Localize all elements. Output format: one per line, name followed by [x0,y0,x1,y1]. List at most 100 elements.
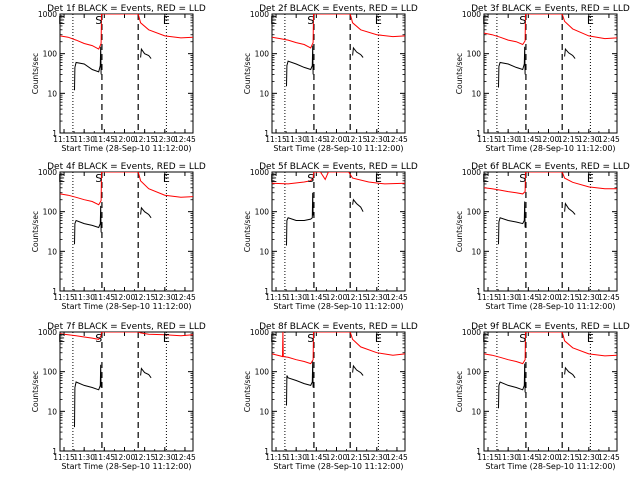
x-tick-label: 12:15 [134,453,156,462]
x-tick-label: 12:45 [598,135,620,144]
y-tick-label: 100 [43,50,58,59]
y-tick-label: 1000 [38,328,57,337]
y-tick-label: 10 [471,407,481,416]
y-axis-label: Counts/sec [31,371,40,412]
y-tick-label: 100 [255,50,270,59]
y-tick-label: 100 [255,368,270,377]
x-tick-label: 11:30 [73,135,95,144]
chart-title: Det 5f BLACK = Events, RED = LLD [259,162,418,172]
chart-panel-7: Det 7f BLACK = Events, RED = LLD 1 10 100 10… [31,322,206,471]
plot-frame [59,171,194,292]
event-marker-label: S [95,172,102,185]
event-marker-label: E [58,172,65,185]
x-tick-label: 11:30 [73,293,95,302]
x-tick-label: 12:00 [538,135,560,144]
event-marker-label: E [587,172,594,185]
events-series-line [498,46,526,88]
x-tick-label: 11:45 [518,135,540,144]
x-tick-label: 11:45 [94,135,116,144]
y-axis-label: Counts/sec [243,211,252,252]
event-marker-label: E [482,172,489,185]
y-tick-label: 1000 [38,10,57,19]
y-tick-label: 1000 [462,10,481,19]
plot-frame [271,13,406,134]
event-marker-label: E [375,332,382,345]
y-axis-label: Counts/sec [243,371,252,412]
event-marker-label: S [307,332,314,345]
plot-frame [59,331,194,452]
events-series-line [564,47,576,59]
event-marker-label: E [375,172,382,185]
x-tick-label: 11:30 [73,453,95,462]
x-tick-label: 11:15 [53,293,75,302]
x-axis-label: Start Time (28-Sep-10 11:12:00) [273,302,403,311]
plot-frame [271,171,406,292]
x-tick-label: 12:30 [578,293,600,302]
chart-panel-6: Det 6f BLACK = Events, RED = LLD 1 10 100 10… [455,162,630,311]
x-tick-label: 12:45 [174,135,196,144]
y-tick-label: 1 [264,287,269,296]
y-axis-label: Counts/sec [455,211,464,252]
y-tick-label: 1 [52,287,57,296]
lld-series-line [60,332,193,340]
events-series-line [74,364,102,428]
event-marker-label: E [270,332,277,345]
y-tick-label: 1000 [250,168,269,177]
chart-title: Det 9f BLACK = Events, RED = LLD [471,322,630,332]
plot-area [484,332,617,451]
x-tick-label: 11:15 [265,453,287,462]
x-tick-label: 11:15 [477,293,499,302]
y-axis-label: Counts/sec [455,53,464,94]
x-tick-label: 11:30 [497,293,519,302]
events-series-line [74,205,102,245]
x-tick-label: 11:15 [265,135,287,144]
y-axis-label: Counts/sec [31,53,40,94]
lld-series-line [60,14,193,50]
event-marker-label: E [58,332,65,345]
x-tick-label: 11:45 [518,453,540,462]
x-tick-label: 11:30 [497,135,519,144]
event-marker-label: S [95,14,102,27]
x-tick-label: 11:30 [285,293,307,302]
events-series-line [140,206,152,219]
y-tick-label: 100 [43,368,58,377]
x-tick-label: 11:45 [518,293,540,302]
x-tick-label: 12:45 [174,293,196,302]
x-tick-label: 11:15 [53,135,75,144]
x-tick-label: 12:30 [366,453,388,462]
x-tick-label: 12:00 [114,135,136,144]
x-tick-label: 12:30 [154,293,176,302]
chart-panel-3: Det 3f BLACK = Events, RED = LLD 1 10 100 10… [455,4,630,153]
x-axis-label: Start Time (28-Sep-10 11:12:00) [61,302,191,311]
lld-series-line [60,172,193,206]
lld-series-line [484,172,617,195]
x-tick-label: 12:15 [346,453,368,462]
events-series-line [352,364,364,376]
plot-area [60,332,193,451]
x-tick-label: 12:45 [598,293,620,302]
event-marker-label: E [587,332,594,345]
plot-area [60,14,193,133]
y-tick-label: 1000 [38,168,57,177]
plot-area [272,172,405,291]
event-marker-label: S [519,332,526,345]
x-tick-label: 12:30 [366,293,388,302]
chart-title: Det 7f BLACK = Events, RED = LLD [47,322,206,332]
plot-frame [59,13,194,134]
y-tick-label: 100 [43,208,58,217]
lld-series-line [272,332,405,365]
x-tick-label: 12:15 [346,293,368,302]
event-marker-label: E [482,332,489,345]
events-series-line [352,46,364,58]
x-axis-label: Start Time (28-Sep-10 11:12:00) [61,462,191,471]
events-series-line [498,201,526,245]
y-axis-label: Counts/sec [31,211,40,252]
x-tick-label: 12:30 [154,135,176,144]
chart-title: Det 4f BLACK = Events, RED = LLD [47,162,206,172]
x-axis-label: Start Time (28-Sep-10 11:12:00) [61,144,191,153]
event-marker-label: S [307,172,314,185]
plot-area [272,332,405,451]
y-tick-label: 100 [467,368,482,377]
x-tick-label: 11:45 [306,453,328,462]
